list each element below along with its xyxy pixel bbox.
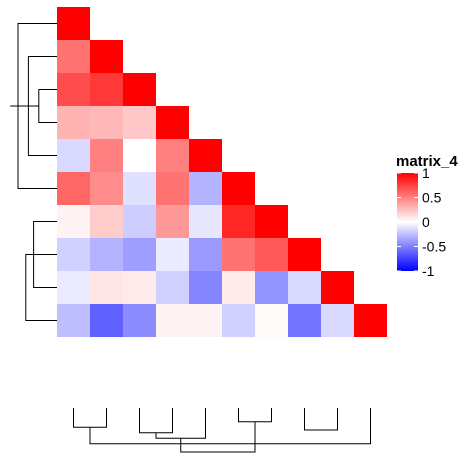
heatmap-cell bbox=[57, 205, 90, 238]
heatmap-cell bbox=[90, 40, 123, 73]
dendrogram-branch bbox=[73, 408, 107, 428]
heatmap-cell bbox=[156, 172, 189, 205]
heatmap-cell bbox=[123, 106, 156, 139]
heatmap-cell bbox=[123, 304, 156, 337]
heatmap-cell bbox=[321, 271, 354, 304]
heatmap-cell bbox=[156, 205, 189, 238]
heatmap-cell bbox=[57, 304, 90, 337]
heatmap-cell bbox=[57, 172, 90, 205]
heatmap-cell bbox=[57, 271, 90, 304]
legend-tick-label: -1 bbox=[422, 263, 435, 279]
legend-ticks: 1 0.5 0 -0.5 -1 bbox=[397, 165, 446, 279]
legend-tick-label: 0 bbox=[422, 214, 430, 230]
heatmap-cell bbox=[123, 73, 156, 106]
heatmap-cell bbox=[288, 238, 321, 271]
heatmap-cell bbox=[90, 271, 123, 304]
heatmap-cell bbox=[90, 106, 123, 139]
heatmap-cell bbox=[354, 304, 387, 337]
heatmap-cell bbox=[156, 106, 189, 139]
heatmap-cell bbox=[321, 304, 354, 337]
dendrogram-branch bbox=[89, 408, 371, 445]
legend-title: matrix_4 bbox=[396, 153, 458, 170]
heatmap-cell bbox=[57, 238, 90, 271]
legend-tick-label: 1 bbox=[422, 165, 430, 181]
dendrogram-branch bbox=[180, 421, 256, 453]
heatmap-cell bbox=[156, 139, 189, 172]
column-dendrogram bbox=[73, 408, 371, 453]
dendrogram-branch bbox=[238, 408, 272, 423]
dendrogram-branch bbox=[25, 254, 57, 321]
heatmap-cell bbox=[123, 238, 156, 271]
heatmap-cell bbox=[222, 304, 255, 337]
heatmap-cell bbox=[90, 172, 123, 205]
heatmap-cell bbox=[57, 73, 90, 106]
heatmap-cells bbox=[57, 7, 387, 337]
legend-tick-label: 0.5 bbox=[422, 190, 442, 206]
heatmap-cell bbox=[123, 139, 156, 172]
heatmap-cell bbox=[255, 271, 288, 304]
dendrogram-branch bbox=[139, 408, 173, 434]
dendrogram-branch bbox=[304, 408, 338, 431]
heatmap-cell bbox=[189, 271, 222, 304]
row-dendrogram bbox=[10, 23, 57, 321]
heatmap-cell bbox=[255, 205, 288, 238]
heatmap-cell bbox=[222, 271, 255, 304]
heatmap-cell bbox=[255, 304, 288, 337]
heatmap-cell bbox=[222, 205, 255, 238]
heatmap-cell bbox=[288, 304, 321, 337]
heatmap-cell bbox=[189, 172, 222, 205]
heatmap-cell bbox=[90, 139, 123, 172]
heatmap-cell bbox=[156, 271, 189, 304]
legend-tick-label: -0.5 bbox=[422, 239, 446, 255]
heatmap-cell bbox=[57, 40, 90, 73]
heatmap-cell bbox=[90, 205, 123, 238]
heatmap-cell bbox=[57, 106, 90, 139]
heatmap-cell bbox=[156, 238, 189, 271]
heatmap-cell bbox=[189, 238, 222, 271]
heatmap-cell bbox=[222, 238, 255, 271]
heatmap-cell bbox=[90, 238, 123, 271]
heatmap-cell bbox=[123, 205, 156, 238]
heatmap-cell bbox=[90, 73, 123, 106]
heatmap-cell bbox=[57, 7, 90, 40]
color-legend: matrix_4 1 0.5 0 -0.5 -1 bbox=[396, 153, 458, 279]
heatmap-cell bbox=[57, 139, 90, 172]
heatmap-cell bbox=[123, 172, 156, 205]
heatmap-cell bbox=[189, 304, 222, 337]
heatmap-cell bbox=[189, 139, 222, 172]
heatmap-cell bbox=[255, 238, 288, 271]
heatmap-cell bbox=[90, 304, 123, 337]
legend-colorbar bbox=[397, 173, 418, 271]
dendrogram-branch bbox=[38, 89, 57, 123]
heatmap-cell bbox=[156, 304, 189, 337]
heatmap-cell bbox=[123, 271, 156, 304]
dendrogram-branch bbox=[155, 408, 206, 439]
heatmap-cell bbox=[189, 205, 222, 238]
heatmap-cell bbox=[222, 172, 255, 205]
heatmap-cell bbox=[288, 271, 321, 304]
